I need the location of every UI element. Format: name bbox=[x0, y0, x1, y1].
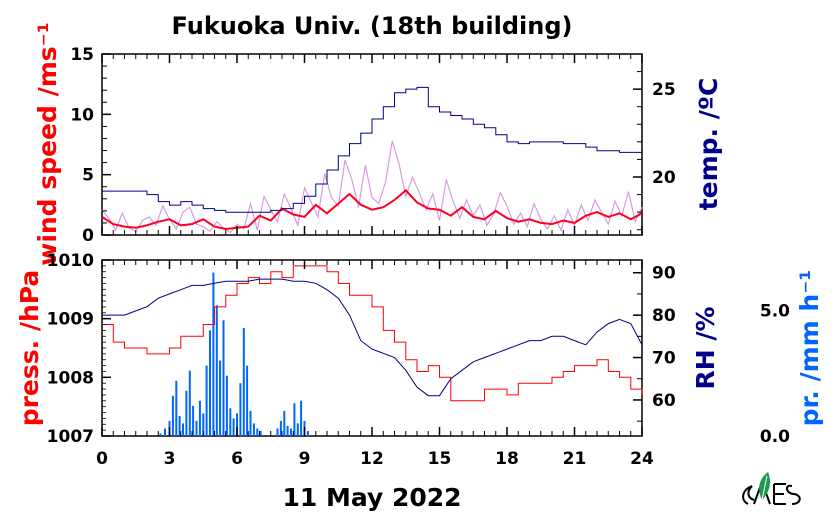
wind-tick-label: 5 bbox=[82, 166, 94, 186]
precip-bar bbox=[222, 320, 225, 436]
x-tick-label: 9 bbox=[299, 449, 311, 469]
press-series bbox=[102, 265, 643, 402]
precip-tick-label: 5.0 bbox=[760, 301, 790, 321]
precip-bar bbox=[239, 383, 242, 436]
temp-series bbox=[102, 86, 642, 213]
precip-bar bbox=[242, 327, 245, 436]
precip-bar bbox=[229, 408, 232, 436]
press-axis-label: press. /hPa bbox=[15, 270, 44, 427]
precip-bar bbox=[171, 395, 174, 436]
precip-bar bbox=[256, 428, 259, 436]
ies-leaf-logo-icon bbox=[742, 472, 801, 505]
wind-smooth-line bbox=[101, 189, 643, 231]
precip-bar bbox=[159, 433, 162, 436]
x-tick-label: 3 bbox=[164, 449, 176, 469]
temp-axis-label: temp. /ºC bbox=[694, 78, 723, 211]
precip-bar bbox=[205, 365, 208, 436]
rh-tick-label: 70 bbox=[652, 349, 676, 369]
precip-bar bbox=[296, 423, 299, 436]
rh-series bbox=[102, 278, 643, 397]
x-tick-label: 24 bbox=[630, 449, 654, 469]
precip-bar bbox=[198, 400, 201, 436]
wind-tick-label: 15 bbox=[70, 45, 94, 65]
rh-line bbox=[102, 278, 643, 397]
rh-axis-label: RH /% bbox=[691, 306, 720, 389]
x-tick-label: 0 bbox=[96, 449, 108, 469]
press-tick-label: 1007 bbox=[47, 427, 94, 447]
precip-bar bbox=[279, 420, 282, 436]
precip-series bbox=[159, 272, 309, 436]
precip-bar bbox=[202, 413, 205, 436]
x-tick-label: 6 bbox=[231, 449, 243, 469]
wind-raw-series bbox=[101, 140, 643, 234]
press-tick-label: 1008 bbox=[47, 368, 94, 388]
precip-bar bbox=[293, 403, 296, 436]
precip-bar bbox=[249, 410, 252, 436]
wind-tick-label: 0 bbox=[82, 226, 94, 246]
rh-tick-label: 60 bbox=[652, 391, 676, 411]
rh-tick-label: 80 bbox=[652, 306, 676, 326]
top-panel-frame bbox=[101, 53, 643, 236]
top-panel: 0 5 10 15 20 25 wind speed /ms⁻¹ temp. /ºC bbox=[33, 22, 723, 266]
precip-bar bbox=[185, 390, 188, 436]
wind-raw-line bbox=[101, 140, 643, 234]
press-tick-label: 1009 bbox=[47, 310, 94, 330]
press-tick-label: 1010 bbox=[47, 251, 94, 271]
bottom-panel-frame bbox=[101, 259, 643, 437]
top-ticks: 0 5 10 15 20 25 bbox=[70, 45, 676, 246]
precip-axis-label: pr. /mm h⁻¹ bbox=[795, 270, 824, 427]
precip-bar bbox=[232, 418, 235, 436]
x-tick-label: 12 bbox=[360, 449, 384, 469]
precip-bar bbox=[212, 272, 215, 436]
precip-bar bbox=[306, 431, 309, 436]
x-tick-label: 21 bbox=[563, 449, 587, 469]
bottom-ticks: 1007 1008 1009 1010 60 70 80 90 0.0 5.0 0 3 6 9 12 15 18… bbox=[47, 251, 790, 469]
precip-bar bbox=[195, 420, 198, 436]
precip-bar bbox=[246, 365, 249, 436]
precip-bar bbox=[225, 375, 228, 436]
date-label: 11 May 2022 bbox=[282, 483, 461, 512]
precip-bar bbox=[259, 431, 262, 436]
precip-tick-label: 0.0 bbox=[760, 427, 790, 447]
x-tick-label: 18 bbox=[495, 449, 519, 469]
precip-bar bbox=[182, 423, 184, 436]
precip-bar bbox=[215, 305, 218, 436]
wind-smooth-series bbox=[101, 189, 643, 231]
press-line bbox=[102, 265, 643, 402]
temp-tick-label: 20 bbox=[652, 168, 676, 188]
precip-bar bbox=[219, 360, 222, 436]
precip-bar bbox=[252, 423, 255, 436]
wind-axis-label: wind speed /ms⁻¹ bbox=[33, 22, 62, 266]
precip-bar bbox=[236, 413, 238, 436]
precip-bar bbox=[192, 405, 195, 436]
temp-line bbox=[102, 86, 642, 213]
x-tick-label: 15 bbox=[428, 449, 452, 469]
precip-bar bbox=[290, 428, 292, 436]
precip-bar bbox=[286, 425, 289, 436]
precip-bar bbox=[276, 428, 279, 436]
precip-bar bbox=[178, 415, 181, 436]
temp-tick-label: 25 bbox=[652, 80, 676, 100]
precip-bar bbox=[283, 410, 286, 436]
wind-tick-label: 10 bbox=[70, 105, 94, 125]
rh-tick-label: 90 bbox=[652, 264, 676, 284]
bottom-panel: 1007 1008 1009 1010 60 70 80 90 0.0 5.0 0 3 6 9 12 15 18… bbox=[15, 251, 824, 512]
precip-bar bbox=[300, 400, 303, 436]
precip-bar bbox=[175, 380, 178, 436]
chart-title: Fukuoka Univ. (18th building) bbox=[172, 12, 573, 40]
precip-bar bbox=[188, 370, 191, 436]
precip-bar bbox=[209, 330, 211, 436]
precip-bar bbox=[164, 428, 166, 436]
